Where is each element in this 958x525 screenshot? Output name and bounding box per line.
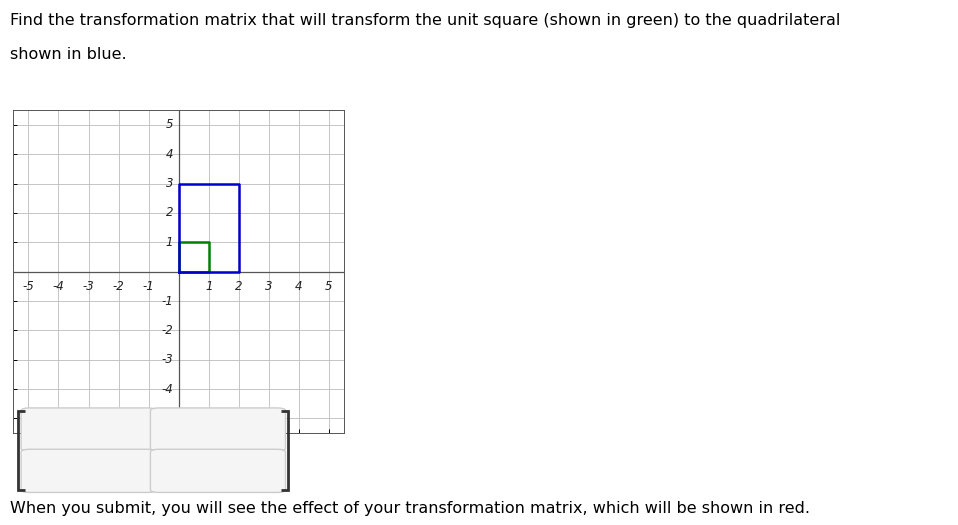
Text: -2: -2 — [113, 280, 125, 293]
Text: -2: -2 — [162, 324, 173, 337]
Text: -5: -5 — [23, 280, 34, 293]
Text: 3: 3 — [265, 280, 273, 293]
FancyBboxPatch shape — [150, 449, 285, 492]
Text: 4: 4 — [295, 280, 303, 293]
Text: shown in blue.: shown in blue. — [10, 47, 126, 62]
Text: -3: -3 — [82, 280, 95, 293]
FancyBboxPatch shape — [21, 449, 156, 492]
Text: -1: -1 — [162, 295, 173, 308]
Text: 5: 5 — [325, 280, 332, 293]
Text: -4: -4 — [162, 383, 173, 396]
Text: -5: -5 — [162, 412, 173, 425]
Text: 5: 5 — [166, 119, 173, 131]
Text: 2: 2 — [166, 206, 173, 219]
Text: Find the transformation matrix that will transform the unit square (shown in gre: Find the transformation matrix that will… — [10, 13, 840, 28]
Text: -3: -3 — [162, 353, 173, 366]
Text: -4: -4 — [53, 280, 64, 293]
Text: 3: 3 — [166, 177, 173, 190]
Text: -1: -1 — [143, 280, 154, 293]
Text: 1: 1 — [205, 280, 213, 293]
Text: 1: 1 — [166, 236, 173, 249]
FancyBboxPatch shape — [21, 408, 156, 451]
Text: 2: 2 — [235, 280, 242, 293]
Text: 4: 4 — [166, 148, 173, 161]
FancyBboxPatch shape — [150, 408, 285, 451]
Text: When you submit, you will see the effect of your transformation matrix, which wi: When you submit, you will see the effect… — [10, 500, 810, 516]
